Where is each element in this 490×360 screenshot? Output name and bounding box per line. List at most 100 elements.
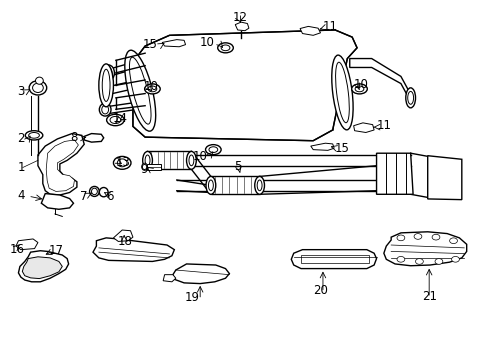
Ellipse shape — [414, 234, 422, 239]
Polygon shape — [23, 257, 62, 279]
Polygon shape — [311, 143, 334, 150]
Polygon shape — [147, 152, 192, 169]
Text: 12: 12 — [233, 11, 248, 24]
Ellipse shape — [99, 64, 114, 107]
Text: 1: 1 — [18, 161, 25, 174]
Text: 17: 17 — [49, 244, 64, 257]
Text: 15: 15 — [143, 39, 157, 51]
Ellipse shape — [29, 132, 39, 138]
Ellipse shape — [129, 57, 151, 124]
Text: 19: 19 — [185, 291, 200, 304]
Ellipse shape — [206, 176, 216, 194]
Ellipse shape — [209, 147, 218, 153]
Bar — [301, 255, 369, 263]
Polygon shape — [291, 249, 376, 269]
Polygon shape — [106, 102, 138, 114]
Polygon shape — [300, 26, 320, 35]
Ellipse shape — [450, 238, 458, 244]
Text: 10: 10 — [193, 150, 207, 163]
Ellipse shape — [107, 114, 124, 126]
Ellipse shape — [205, 145, 221, 155]
Polygon shape — [133, 30, 357, 141]
Text: 21: 21 — [422, 290, 437, 303]
Ellipse shape — [105, 67, 112, 78]
Ellipse shape — [187, 152, 196, 169]
Ellipse shape — [90, 186, 99, 197]
Polygon shape — [46, 140, 78, 192]
Ellipse shape — [25, 131, 43, 140]
Ellipse shape — [29, 81, 47, 95]
Ellipse shape — [102, 69, 110, 102]
Ellipse shape — [221, 45, 230, 51]
Text: 15: 15 — [335, 142, 350, 155]
Polygon shape — [354, 123, 374, 132]
Text: 3: 3 — [18, 85, 25, 98]
Polygon shape — [376, 153, 413, 194]
Text: 2: 2 — [18, 132, 25, 145]
Ellipse shape — [208, 180, 213, 191]
Ellipse shape — [125, 50, 156, 131]
Text: 4: 4 — [18, 189, 25, 202]
Ellipse shape — [103, 65, 115, 81]
Ellipse shape — [408, 91, 414, 104]
Text: 20: 20 — [313, 284, 328, 297]
Ellipse shape — [142, 163, 147, 170]
Ellipse shape — [145, 84, 160, 94]
Ellipse shape — [406, 88, 416, 108]
Ellipse shape — [352, 84, 368, 94]
Ellipse shape — [32, 83, 43, 93]
Text: 5: 5 — [234, 160, 242, 173]
Text: 18: 18 — [117, 235, 132, 248]
Polygon shape — [384, 232, 466, 266]
Polygon shape — [235, 22, 249, 31]
Ellipse shape — [218, 43, 233, 53]
Ellipse shape — [99, 103, 111, 116]
Polygon shape — [114, 230, 133, 242]
Ellipse shape — [432, 234, 440, 240]
Ellipse shape — [189, 155, 194, 166]
Ellipse shape — [435, 258, 443, 264]
Ellipse shape — [145, 155, 150, 166]
Ellipse shape — [257, 180, 262, 191]
Ellipse shape — [99, 188, 108, 197]
Text: 9: 9 — [140, 163, 147, 176]
Ellipse shape — [148, 86, 157, 92]
Ellipse shape — [336, 62, 349, 123]
Ellipse shape — [110, 116, 121, 123]
Polygon shape — [93, 238, 174, 261]
Polygon shape — [163, 275, 176, 282]
Polygon shape — [19, 251, 69, 282]
Ellipse shape — [397, 235, 405, 241]
Ellipse shape — [255, 176, 265, 194]
Text: 10: 10 — [200, 36, 215, 49]
Ellipse shape — [102, 105, 109, 114]
Text: 11: 11 — [323, 20, 338, 33]
Polygon shape — [173, 264, 229, 284]
Text: 10: 10 — [354, 78, 369, 91]
Ellipse shape — [332, 55, 353, 130]
Bar — [147, 163, 161, 170]
Ellipse shape — [452, 256, 460, 262]
Ellipse shape — [100, 84, 112, 98]
Polygon shape — [211, 176, 260, 194]
Text: 6: 6 — [106, 190, 113, 203]
Text: 13: 13 — [116, 156, 131, 168]
Text: 10: 10 — [144, 80, 159, 93]
Ellipse shape — [114, 157, 131, 169]
Ellipse shape — [143, 152, 152, 169]
Polygon shape — [84, 134, 104, 142]
Text: 7: 7 — [80, 190, 87, 203]
Polygon shape — [106, 80, 138, 95]
Text: 11: 11 — [376, 119, 392, 132]
Text: 8: 8 — [71, 131, 78, 144]
Text: 16: 16 — [10, 243, 25, 256]
Polygon shape — [38, 134, 84, 195]
Polygon shape — [428, 156, 462, 200]
Polygon shape — [41, 194, 74, 209]
Ellipse shape — [117, 159, 127, 167]
Ellipse shape — [103, 86, 110, 96]
Ellipse shape — [355, 86, 364, 92]
Polygon shape — [162, 40, 186, 47]
Polygon shape — [16, 239, 38, 249]
Ellipse shape — [397, 256, 405, 262]
